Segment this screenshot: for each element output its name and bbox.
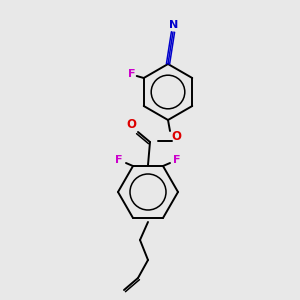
Text: O: O — [171, 130, 181, 142]
Text: F: F — [128, 69, 136, 79]
Text: N: N — [169, 20, 178, 30]
Text: O: O — [126, 118, 136, 131]
Text: F: F — [115, 155, 123, 165]
Text: F: F — [173, 155, 181, 165]
